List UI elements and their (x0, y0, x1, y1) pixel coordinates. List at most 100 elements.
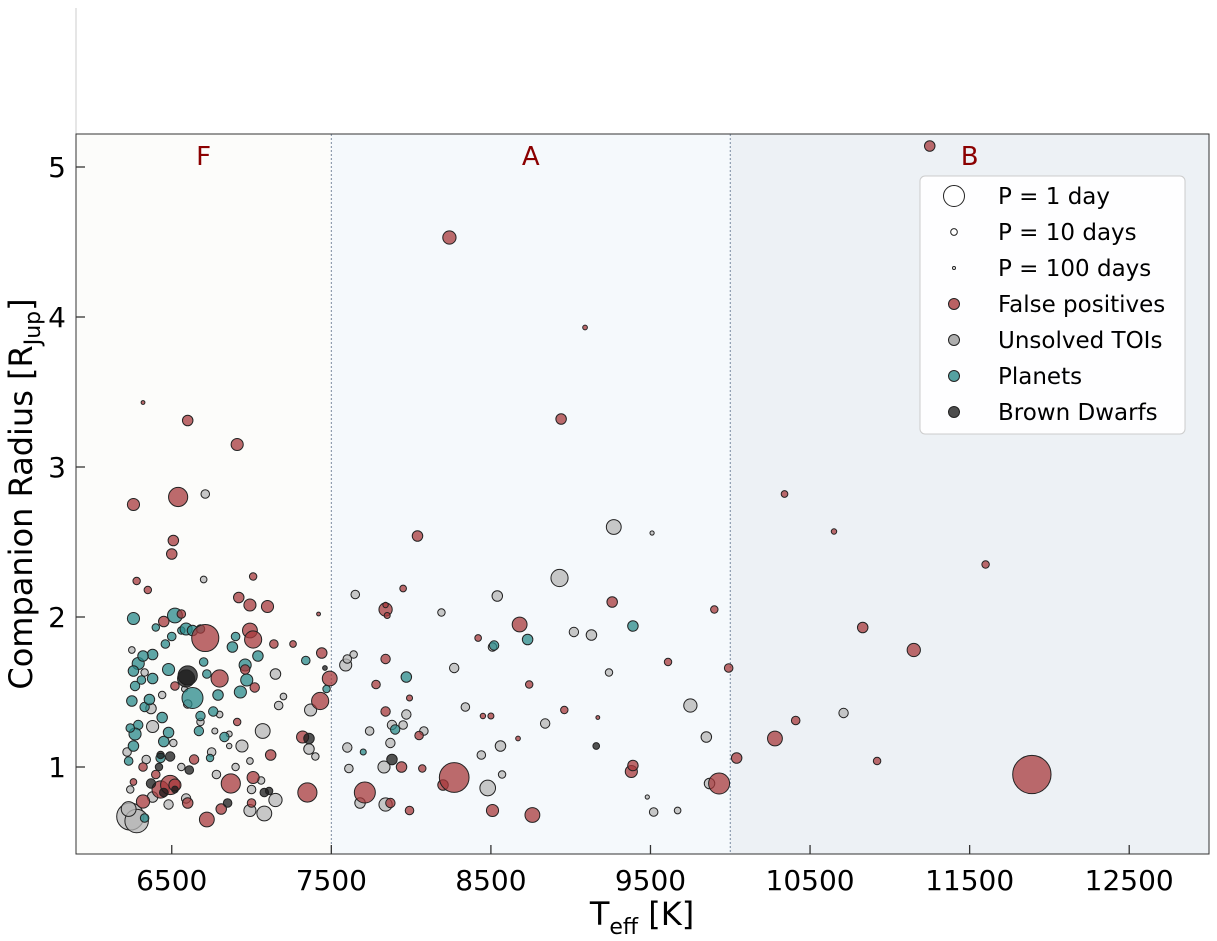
point-false-positives (181, 797, 194, 809)
point-planets (158, 735, 170, 748)
point-false-positives (260, 599, 275, 614)
point-false-positives (582, 324, 588, 331)
point-brown-dwarfs (171, 785, 179, 794)
point-planets (146, 672, 159, 685)
point-false-positives (708, 772, 731, 795)
point-false-positives (246, 770, 260, 785)
point-false-positives (198, 811, 215, 828)
point-planets (156, 711, 168, 724)
point-planets (198, 657, 209, 667)
point-false-positives (385, 797, 396, 809)
point-unsolved-tois (401, 709, 412, 720)
point-planets (301, 655, 311, 666)
point-false-positives (404, 805, 415, 816)
legend-box (919, 175, 1186, 435)
point-unsolved-tois (449, 662, 460, 674)
point-unsolved-tois (648, 807, 659, 817)
legend-marker-size (952, 266, 956, 270)
legend-marker-class (948, 406, 960, 418)
x-axis-label: Teff [K] (589, 895, 694, 937)
point-false-positives (181, 414, 194, 427)
legend-label: Planets (998, 364, 1082, 390)
point-false-positives (311, 691, 330, 711)
x-axis: 6500 7500 8500 9500 10500 11500 12500 (136, 845, 1174, 897)
point-false-positives (515, 735, 521, 742)
point-unsolved-tois (605, 519, 622, 535)
point-planets (193, 725, 205, 737)
x-tick-label: 10500 (766, 864, 855, 897)
point-brown-dwarfs (592, 742, 601, 750)
point-brown-dwarfs (184, 765, 195, 775)
point-unsolved-tois (437, 608, 446, 617)
point-false-positives (906, 642, 921, 658)
point-unsolved-tois (256, 805, 273, 822)
y-tick-label: 3 (48, 451, 66, 484)
point-false-positives (442, 230, 457, 245)
legend-label: Brown Dwarfs (998, 400, 1158, 426)
point-brown-dwarfs (177, 669, 196, 688)
point-unsolved-tois (120, 801, 137, 817)
legend-marker-size (943, 185, 965, 207)
point-false-positives (856, 621, 869, 634)
point-unsolved-tois (140, 668, 149, 677)
point-false-positives (321, 670, 338, 687)
point-false-positives (239, 664, 251, 675)
point-false-positives (923, 140, 936, 152)
point-false-positives (790, 715, 801, 726)
x-tick-label: 6500 (136, 864, 207, 897)
point-planets (146, 648, 159, 661)
point-false-positives (981, 560, 990, 569)
point-false-positives (380, 706, 391, 717)
point-false-positives (220, 773, 241, 794)
point-brown-dwarfs (145, 778, 157, 789)
point-planets (126, 611, 141, 626)
y-tick-label: 1 (48, 751, 66, 784)
point-planets (143, 693, 156, 706)
point-false-positives (511, 616, 528, 633)
point-unsolved-tois (246, 784, 257, 795)
point-false-positives (264, 749, 277, 761)
point-false-positives (723, 663, 734, 673)
point-unsolved-tois (211, 769, 222, 780)
point-false-positives (485, 803, 500, 818)
point-false-positives (138, 762, 148, 772)
point-false-positives (380, 653, 391, 665)
point-unsolved-tois (460, 702, 471, 712)
point-unsolved-tois (279, 692, 288, 701)
point-false-positives (297, 782, 318, 803)
point-false-positives (606, 596, 618, 608)
point-unsolved-tois (342, 742, 353, 753)
legend-label: False positives (998, 292, 1165, 318)
point-unsolved-tois (385, 737, 396, 749)
point-false-positives (176, 609, 187, 619)
point-planets (230, 631, 241, 642)
point-planets (127, 740, 140, 752)
point-false-positives (730, 752, 743, 764)
point-planets (137, 650, 149, 662)
point-brown-dwarfs (156, 750, 165, 760)
point-brown-dwarfs (264, 786, 274, 796)
point-planets (166, 631, 177, 642)
point-unsolved-tois (126, 785, 135, 794)
point-false-positives (215, 803, 227, 815)
data-points (116, 140, 1052, 834)
point-false-positives (524, 680, 534, 689)
point-false-positives (289, 640, 297, 648)
point-false-positives (170, 681, 180, 691)
point-unsolved-tois (128, 646, 136, 654)
point-planets (226, 641, 239, 653)
point-planets (195, 710, 206, 722)
point-false-positives (165, 548, 178, 560)
point-planets (389, 724, 401, 735)
point-unsolved-tois (349, 650, 358, 659)
region-label-F: F (196, 142, 211, 172)
point-planets (161, 662, 176, 677)
point-unsolved-tois (269, 668, 282, 680)
point-false-positives (382, 601, 389, 609)
point-unsolved-tois (146, 719, 160, 734)
point-unsolved-tois (273, 700, 284, 711)
point-false-positives (316, 611, 321, 617)
point-false-positives (167, 534, 180, 547)
point-unsolved-tois (246, 757, 254, 765)
